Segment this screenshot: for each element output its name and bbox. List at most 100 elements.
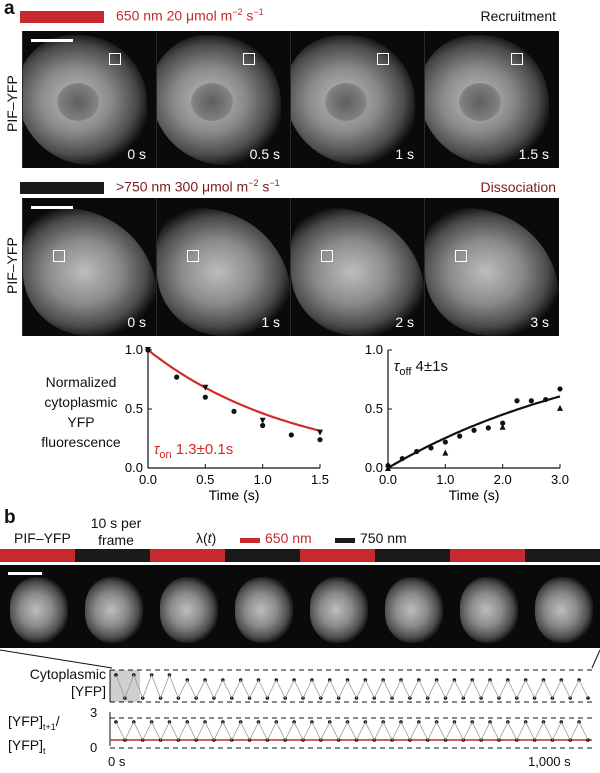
schedule-black [525,549,600,562]
micrograph-strip [0,565,600,648]
condition-exp: −2 [232,7,243,17]
data-point [471,427,477,433]
frame-2: 0.5 s [156,31,290,168]
frame-rate-line: frame [98,532,134,548]
red-light-bar [20,11,104,23]
x-tick-label: 2.0 [494,472,512,487]
y-tick-label: 0.5 [365,401,383,416]
schedule-black [225,549,300,562]
recruitment-chart: 0.0 0.5 1.0 0.0 0.5 1.0 1.5 Time (s) τon 1.3±0.1… [125,342,329,503]
data-point [485,425,491,431]
data-point [202,384,209,391]
time-label: 0.5 s [249,146,280,162]
roi-box [109,53,121,65]
tau-symbol: τ [154,441,161,458]
data-point [557,404,563,411]
schedule-red [150,549,225,562]
condition-exp: −2 [248,178,259,188]
roi-box [187,250,199,262]
construct-label: PIF–YFP [14,530,71,546]
condition-unit: s [242,7,254,24]
y-tick-label: 0.5 [125,401,143,416]
zoom-line [0,649,113,669]
micrograph-row-1: 0 s 0.5 s 1 s 1.5 s [22,31,559,168]
ratio-label: [YFP]t+1/ [YFP]t [8,712,60,760]
lambda-text: λ( [196,530,208,546]
condition-750nm: >750 nm 300 μmol m−2 s−1 [116,178,280,195]
legend-red-swatch [240,538,260,543]
x-tick-label: 0.5 [196,472,214,487]
cyto-trace [115,673,589,700]
data-point [259,417,266,424]
ratio-text: [YFP] [8,713,44,729]
lambda-label: λ(t) [196,530,216,546]
cyto-label: Cytoplasmic [YFP] [2,666,106,700]
data-point [317,429,323,436]
x-end-label: 1,000 s [528,754,571,769]
ratio-slash: / [55,713,60,729]
status-dissociation: Dissociation [480,179,556,195]
y-tick-label: 0.0 [125,460,143,475]
tau-off-annotation: τoff 4±1s [394,358,448,378]
data-point [414,448,420,455]
panel-b-letter: b [4,507,16,528]
schedule-black [375,549,450,562]
data-point [428,445,434,451]
schedule-red [450,549,525,562]
x-start-label: 0 s [108,754,126,769]
condition-exp: −1 [269,178,280,188]
light-schedule-bar [0,549,600,562]
time-label: 0 s [127,314,146,330]
frame-1: 0 s [22,31,156,168]
lambda-var: t [207,530,212,546]
time-label: 0 s [127,146,146,162]
frame-4: 1.5 s [424,31,559,168]
frame-3: 1 s [290,31,424,168]
roi-box [243,53,255,65]
time-label: 1.5 s [518,146,549,162]
data-point [557,386,563,392]
data-point [528,398,534,404]
data-point [457,433,463,439]
frame-2: 1 s [156,198,290,336]
data-point [543,396,549,403]
micrograph-row-2: 0 s 1 s 2 s 3 s [22,198,559,336]
data-point [288,432,294,438]
lambda-close: ) [211,530,217,546]
time-label: 3 s [530,314,549,330]
schedule-black [75,549,150,562]
tau-on-annotation: τon 1.3±0.1s [154,441,233,461]
data-point [514,398,520,404]
legend-black-swatch [335,538,355,543]
time-course-traces [0,649,600,749]
cyto-label-line: [YFP] [70,683,106,699]
frame-1: 0 s [22,198,156,336]
roi-box [455,250,467,262]
plot-y-label-line: YFP [67,414,95,430]
dissociation-chart: 0.0 0.5 1.0 0.0 1.0 2.0 3.0 Time (s) τoff 4±1s [365,342,569,503]
x-tick-label: 3.0 [551,472,569,487]
plot-y-label-line: Normalized [45,374,117,390]
x-axis-label: Time (s) [209,487,260,503]
x-tick-label: 1.0 [436,472,454,487]
data-point [399,455,405,462]
x-tick-label: 0.0 [139,472,157,487]
tau-subscript: off [399,366,412,378]
roi-box [511,53,523,65]
cyto-label-line: Cytoplasmic [29,666,106,682]
data-point [442,439,448,445]
zoom-line [591,649,600,669]
condition-unit: s [258,178,270,195]
frame-4: 3 s [424,198,559,336]
data-point [499,423,506,430]
roi-box [321,250,333,262]
panel-a-letter: a [4,0,15,19]
y-tick-label: 0.0 [365,460,383,475]
x-tick-label: 0.0 [379,472,397,487]
tau-subscript: on [159,449,171,461]
scale-bar [31,39,73,42]
time-label: 1 s [395,146,414,162]
y-tick-label: 1.0 [365,342,383,357]
tau-value: 1.3±0.1s [172,441,234,458]
frame-rate-line: 10 s per [90,515,142,531]
